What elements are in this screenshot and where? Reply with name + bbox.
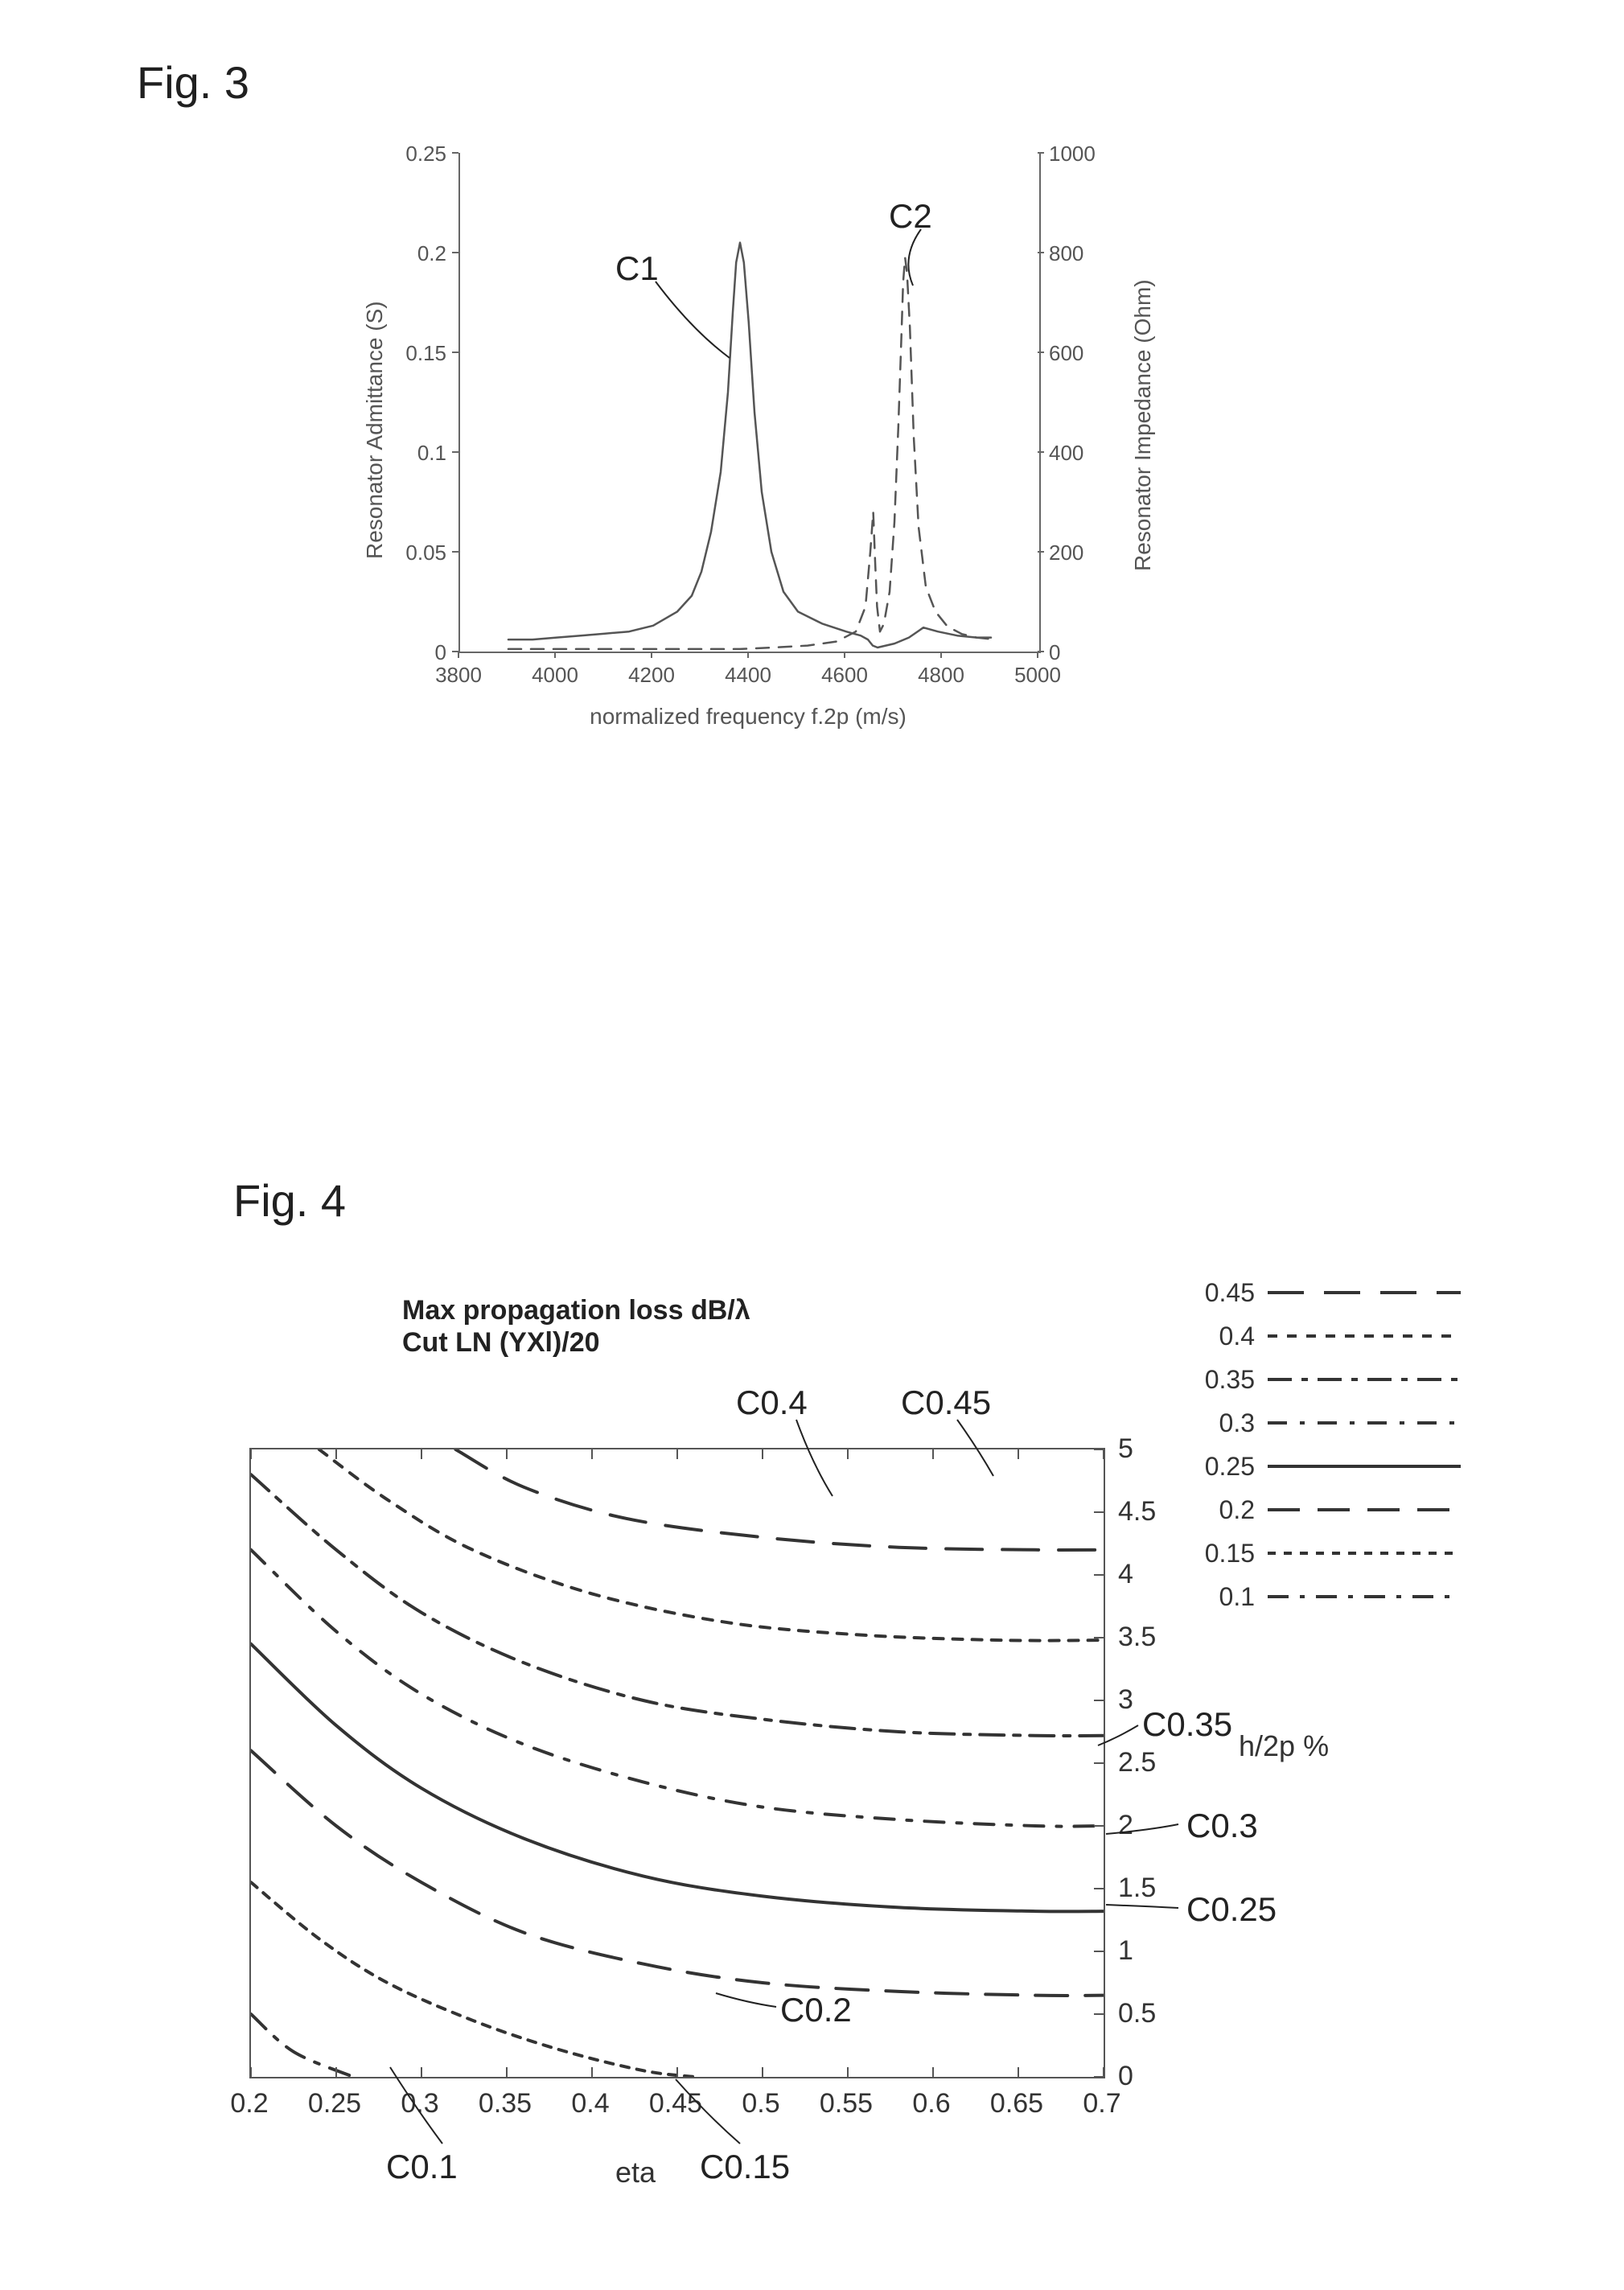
fig3-yl-tick-label: 0 [350,640,446,665]
fig4-x-tick-label: 0.35 [473,2088,537,2119]
legend-sample [1268,1320,1461,1352]
fig3-c1-label: C1 [615,249,659,288]
fig4-y-tick-label: 0 [1118,2061,1182,2092]
fig4-y-tick-label: 0.5 [1118,1998,1182,2029]
fig4-curve-C0.2 [251,1750,1104,1996]
fig3-x-title: normalized frequency f.2p (m/s) [587,704,909,730]
legend-sample [1268,1363,1461,1396]
fig4-curve-C0.4 [319,1449,1104,1641]
legend-row: 0.1 [1190,1575,1488,1618]
legend-sample [1268,1494,1461,1526]
fig4-container: Max propagation loss dB/λ Cut LN (YXl)/2… [201,1223,1488,2228]
fig4-x-tick-label: 0.25 [302,2088,367,2119]
legend-value: 0.1 [1190,1582,1268,1612]
fig4-y-tick-label: 1.5 [1118,1873,1182,1904]
fig4-title-2: Cut LN (YXl)/20 [402,1327,600,1359]
fig3-label: Fig. 3 [137,56,249,109]
legend-row: 0.4 [1190,1314,1488,1358]
legend-row: 0.3 [1190,1401,1488,1445]
legend-value: 0.35 [1190,1365,1268,1395]
fig3-x-tick-label: 4800 [909,663,973,688]
fig3-x-tick-label: 5000 [1005,663,1070,688]
fig4-x-tick-label: 0.2 [217,2088,282,2119]
legend-row: 0.35 [1190,1358,1488,1401]
legend-value: 0.45 [1190,1278,1268,1308]
fig3-y-right-title: Resonator Impedance (Ohm) [1130,279,1156,571]
fig4-curve-C0.1 [251,2014,353,2077]
fig4-x-tick-label: 0.55 [814,2088,878,2119]
fig3-x-tick-label: 3800 [426,663,491,688]
fig4-x-tick-label: 0.6 [899,2088,964,2119]
fig4-x-tick-label: 0.4 [558,2088,623,2119]
fig3-yl-tick-label: 0.25 [350,142,446,167]
fig3-plot-area [458,153,1041,653]
legend-value: 0.25 [1190,1452,1268,1482]
fig4-label-c01: C0.1 [386,2148,458,2186]
fig4-curve-C0.25 [251,1644,1104,1912]
fig4-x-tick-label: 0.3 [388,2088,452,2119]
fig4-legend: 0.45 0.4 0.35 0.3 0.25 0.2 0.15 0.1 [1190,1271,1488,1618]
legend-value: 0.4 [1190,1322,1268,1351]
fig4-label-c045: C0.45 [901,1383,991,1422]
fig4-x-tick-label: 0.45 [643,2088,708,2119]
fig3-x-tick-label: 4000 [523,663,587,688]
fig4-y-tick-label: 3.5 [1118,1622,1182,1653]
legend-sample [1268,1277,1461,1309]
fig4-label: Fig. 4 [233,1174,346,1227]
legend-value: 0.15 [1190,1539,1268,1568]
fig3-c1-leader [656,282,752,370]
legend-value: 0.3 [1190,1408,1268,1438]
legend-sample [1268,1581,1461,1613]
fig4-label-c02: C0.2 [780,1991,852,2029]
fig3-container: 00.050.10.150.20.25 02004006008001000 38… [338,121,1158,780]
fig4-label-c04: C0.4 [736,1383,808,1422]
legend-row: 0.45 [1190,1271,1488,1314]
fig4-y-tick-label: 4 [1118,1559,1182,1590]
legend-value: 0.2 [1190,1495,1268,1525]
fig4-plot-area [249,1448,1105,2078]
fig3-svg [460,153,1039,652]
fig4-label-c035: C0.35 [1142,1705,1232,1744]
fig3-yr-tick-label: 1000 [1049,142,1145,167]
fig4-x-axis-title: eta [615,2156,656,2189]
legend-row: 0.15 [1190,1531,1488,1575]
fig4-curve-C0.45 [455,1449,1104,1550]
fig3-y-left-title: Resonator Admittance (S) [362,301,388,559]
legend-row: 0.2 [1190,1488,1488,1531]
fig3-yr-tick-label: 800 [1049,241,1145,266]
legend-row: 0.25 [1190,1445,1488,1488]
fig4-y-tick-label: 2 [1118,1810,1182,1841]
fig4-x-tick-label: 0.7 [1070,2088,1134,2119]
fig4-svg [251,1449,1104,2077]
fig4-curve-C0.35 [251,1474,1104,1736]
fig4-label-c03: C0.3 [1186,1807,1258,1845]
fig4-y-tick-label: 2.5 [1118,1747,1182,1778]
fig3-x-tick-label: 4200 [619,663,684,688]
fig3-yl-tick-label: 0.2 [350,241,446,266]
legend-sample [1268,1407,1461,1439]
fig3-x-tick-label: 4600 [812,663,877,688]
fig4-y-tick-label: 5 [1118,1433,1182,1465]
fig4-label-c015: C0.15 [700,2148,790,2186]
fig4-label-c025: C0.25 [1186,1890,1277,1929]
fig4-title-1: Max propagation loss dB/λ [402,1295,750,1326]
legend-sample [1268,1537,1461,1569]
page: Fig. 3 00.050.10.150.20.25 0200400600800… [0,0,1624,2290]
fig4-y-axis-title: h/2p % [1239,1729,1329,1763]
fig3-yr-tick-label: 0 [1049,640,1145,665]
fig4-x-tick-label: 0.65 [985,2088,1049,2119]
fig4-y-tick-label: 1 [1118,1935,1182,1967]
fig4-curve-C0.3 [251,1550,1104,1827]
fig3-c2-leader [905,229,977,294]
fig4-x-tick-label: 0.5 [729,2088,793,2119]
fig4-y-tick-label: 4.5 [1118,1496,1182,1527]
legend-sample [1268,1450,1461,1482]
fig3-x-tick-label: 4400 [716,663,780,688]
